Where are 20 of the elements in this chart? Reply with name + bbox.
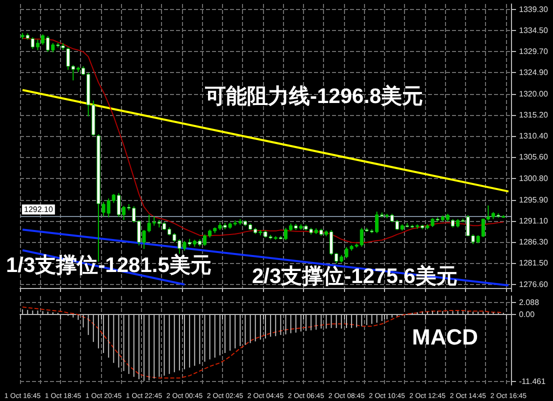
y-tick-label: 1305.60	[519, 152, 548, 162]
y-tick-label: 1334.50	[519, 26, 548, 35]
y-tick-label: 1295.90	[519, 195, 548, 204]
ref-line-label: 1292.10	[24, 204, 54, 214]
y-tick-label: 1315.20	[519, 110, 548, 120]
y-tick-label: 1329.70	[519, 46, 548, 56]
y-tick-label: 1286.30	[519, 237, 548, 246]
annotation: 可能阻力线-1296.8美元	[204, 84, 424, 108]
y-tick-label: 1291.10	[519, 216, 548, 226]
y-tick-label: 1320.00	[519, 89, 548, 98]
y-tick-label: 1276.60	[519, 280, 548, 289]
y-tick-label: 1324.90	[519, 68, 548, 77]
y-tick-label: 2.088	[519, 298, 540, 307]
y-tick-label: 0.00	[519, 310, 536, 320]
y-tick-label: 1339.30	[519, 4, 548, 14]
y-tick-label: 1310.40	[519, 132, 548, 141]
y-tick-label: 1281.50	[519, 258, 548, 268]
annotation: MACD	[412, 324, 478, 350]
y-tick-label: -11.461	[519, 376, 546, 386]
y-tick-label: 1300.80	[519, 174, 548, 183]
